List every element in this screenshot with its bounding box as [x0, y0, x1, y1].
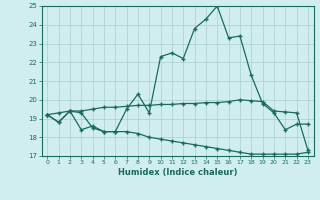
X-axis label: Humidex (Indice chaleur): Humidex (Indice chaleur) [118, 168, 237, 177]
